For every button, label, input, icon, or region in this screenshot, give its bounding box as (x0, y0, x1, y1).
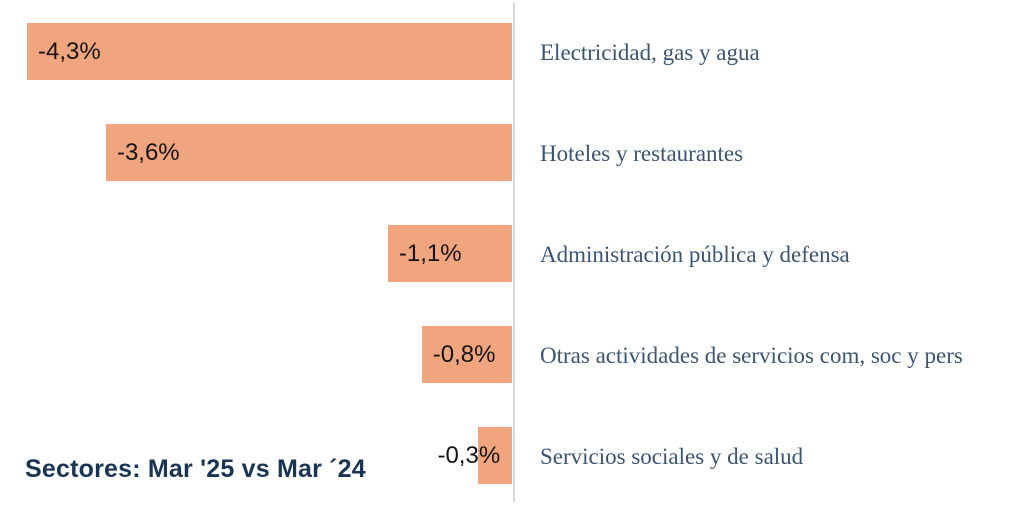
bar-value-label: -0,3% (437, 442, 501, 469)
bar (27, 23, 512, 80)
bar-value-label: -4,3% (38, 38, 101, 65)
bar (478, 427, 512, 484)
bar-value-label: -1,1% (398, 240, 462, 267)
bar-category-label: Servicios sociales y de salud (540, 444, 804, 469)
bar (105, 124, 512, 181)
bar-category-label: Otras actividades de servicios com, soc … (540, 343, 963, 368)
bar-category-label: Electricidad, gas y agua (540, 40, 760, 65)
bar-value-label: -3,6% (116, 139, 180, 166)
bar (421, 326, 512, 383)
bar-category-label: Administración pública y defensa (540, 242, 850, 267)
zero-axis-line (513, 3, 515, 502)
chart-title: Sectores: Mar '25 vs Mar ´24 (25, 455, 366, 483)
bar-value-label: -0,8% (432, 341, 496, 368)
bar-category-label: Hoteles y restaurantes (540, 141, 744, 166)
bar (387, 225, 512, 282)
